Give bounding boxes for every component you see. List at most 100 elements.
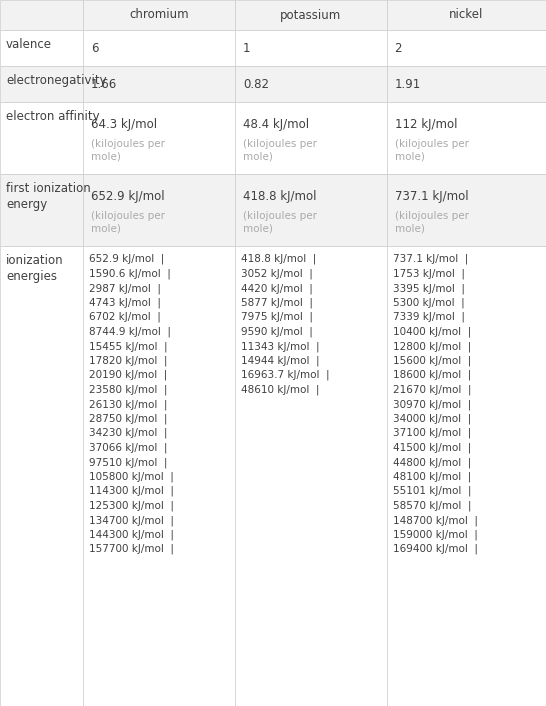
Bar <box>235 102 387 174</box>
Text: 737.1 kJ/mol  |: 737.1 kJ/mol | <box>393 254 468 265</box>
Text: 30970 kJ/mol  |: 30970 kJ/mol | <box>393 399 471 409</box>
Text: 10400 kJ/mol  |: 10400 kJ/mol | <box>393 326 471 337</box>
Text: valence: valence <box>6 38 52 51</box>
Text: 4743 kJ/mol  |: 4743 kJ/mol | <box>89 297 161 308</box>
Text: 7975 kJ/mol  |: 7975 kJ/mol | <box>241 312 313 323</box>
Text: 9590 kJ/mol  |: 9590 kJ/mol | <box>241 326 313 337</box>
Text: 105800 kJ/mol  |: 105800 kJ/mol | <box>89 472 174 482</box>
Text: 1: 1 <box>243 42 250 54</box>
Bar <box>387 102 546 174</box>
Text: 125300 kJ/mol  |: 125300 kJ/mol | <box>89 501 174 511</box>
Bar <box>83 66 235 102</box>
Text: 737.1 kJ/mol: 737.1 kJ/mol <box>395 190 468 203</box>
Bar <box>83 246 235 706</box>
Text: 418.8 kJ/mol  |: 418.8 kJ/mol | <box>241 254 316 265</box>
Text: 5300 kJ/mol  |: 5300 kJ/mol | <box>393 297 464 308</box>
Text: 114300 kJ/mol  |: 114300 kJ/mol | <box>89 486 174 496</box>
Bar <box>0 0 83 30</box>
Text: 16963.7 kJ/mol  |: 16963.7 kJ/mol | <box>241 370 329 381</box>
Text: 28750 kJ/mol  |: 28750 kJ/mol | <box>89 414 168 424</box>
Text: 169400 kJ/mol  |: 169400 kJ/mol | <box>393 544 478 554</box>
Bar <box>387 246 546 706</box>
Text: 21670 kJ/mol  |: 21670 kJ/mol | <box>393 385 471 395</box>
Text: 17820 kJ/mol  |: 17820 kJ/mol | <box>89 356 168 366</box>
Bar <box>235 30 387 66</box>
Text: 97510 kJ/mol  |: 97510 kJ/mol | <box>89 457 168 467</box>
Bar <box>387 174 546 246</box>
Text: ionization
energies: ionization energies <box>6 254 64 283</box>
Bar <box>235 174 387 246</box>
Text: (kilojoules per
mole): (kilojoules per mole) <box>395 140 468 162</box>
Text: 148700 kJ/mol  |: 148700 kJ/mol | <box>393 515 478 525</box>
Text: 37066 kJ/mol  |: 37066 kJ/mol | <box>89 443 168 453</box>
Text: nickel: nickel <box>449 8 483 21</box>
Text: 3395 kJ/mol  |: 3395 kJ/mol | <box>393 283 465 294</box>
Bar <box>235 0 387 30</box>
Text: 1.91: 1.91 <box>395 78 421 90</box>
Text: 41500 kJ/mol  |: 41500 kJ/mol | <box>393 443 471 453</box>
Text: 112 kJ/mol: 112 kJ/mol <box>395 118 457 131</box>
Text: 157700 kJ/mol  |: 157700 kJ/mol | <box>89 544 174 554</box>
Text: potassium: potassium <box>280 8 341 21</box>
Bar <box>235 246 387 706</box>
Text: first ionization
energy: first ionization energy <box>6 182 91 211</box>
Text: 14944 kJ/mol  |: 14944 kJ/mol | <box>241 356 319 366</box>
Text: electronegativity: electronegativity <box>6 74 106 87</box>
Text: 1590.6 kJ/mol  |: 1590.6 kJ/mol | <box>89 268 171 279</box>
Text: 64.3 kJ/mol: 64.3 kJ/mol <box>91 118 157 131</box>
Bar <box>0 30 83 66</box>
Bar <box>387 66 546 102</box>
Text: 6: 6 <box>91 42 98 54</box>
Text: 6702 kJ/mol  |: 6702 kJ/mol | <box>89 312 161 323</box>
Text: (kilojoules per
mole): (kilojoules per mole) <box>243 211 317 234</box>
Text: 15455 kJ/mol  |: 15455 kJ/mol | <box>89 341 168 352</box>
Text: 20190 kJ/mol  |: 20190 kJ/mol | <box>89 370 168 381</box>
Bar <box>387 30 546 66</box>
Text: 1.66: 1.66 <box>91 78 117 90</box>
Text: 652.9 kJ/mol  |: 652.9 kJ/mol | <box>89 254 164 265</box>
Text: 55101 kJ/mol  |: 55101 kJ/mol | <box>393 486 471 496</box>
Text: 0.82: 0.82 <box>243 78 269 90</box>
Bar <box>83 102 235 174</box>
Bar <box>235 66 387 102</box>
Text: 8744.9 kJ/mol  |: 8744.9 kJ/mol | <box>89 326 171 337</box>
Text: 11343 kJ/mol  |: 11343 kJ/mol | <box>241 341 319 352</box>
Text: 48610 kJ/mol  |: 48610 kJ/mol | <box>241 385 319 395</box>
Text: 34230 kJ/mol  |: 34230 kJ/mol | <box>89 428 168 438</box>
Text: 48.4 kJ/mol: 48.4 kJ/mol <box>243 118 309 131</box>
Text: 3052 kJ/mol  |: 3052 kJ/mol | <box>241 268 313 279</box>
Text: (kilojoules per
mole): (kilojoules per mole) <box>91 140 165 162</box>
Text: 58570 kJ/mol  |: 58570 kJ/mol | <box>393 501 471 511</box>
Text: 15600 kJ/mol  |: 15600 kJ/mol | <box>393 356 471 366</box>
Text: chromium: chromium <box>129 8 189 21</box>
Text: 48100 kJ/mol  |: 48100 kJ/mol | <box>393 472 471 482</box>
Text: 144300 kJ/mol  |: 144300 kJ/mol | <box>89 530 174 540</box>
Bar <box>387 0 546 30</box>
Text: (kilojoules per
mole): (kilojoules per mole) <box>243 140 317 162</box>
Text: 134700 kJ/mol  |: 134700 kJ/mol | <box>89 515 174 525</box>
Text: 12800 kJ/mol  |: 12800 kJ/mol | <box>393 341 471 352</box>
Text: electron affinity: electron affinity <box>6 110 99 123</box>
Text: 418.8 kJ/mol: 418.8 kJ/mol <box>243 190 316 203</box>
Text: 1753 kJ/mol  |: 1753 kJ/mol | <box>393 268 465 279</box>
Text: 2987 kJ/mol  |: 2987 kJ/mol | <box>89 283 161 294</box>
Text: (kilojoules per
mole): (kilojoules per mole) <box>91 211 165 234</box>
Bar <box>83 30 235 66</box>
Text: (kilojoules per
mole): (kilojoules per mole) <box>395 211 468 234</box>
Text: 4420 kJ/mol  |: 4420 kJ/mol | <box>241 283 313 294</box>
Bar <box>83 0 235 30</box>
Text: 652.9 kJ/mol: 652.9 kJ/mol <box>91 190 164 203</box>
Text: 5877 kJ/mol  |: 5877 kJ/mol | <box>241 297 313 308</box>
Bar <box>0 102 83 174</box>
Bar <box>83 174 235 246</box>
Text: 34000 kJ/mol  |: 34000 kJ/mol | <box>393 414 471 424</box>
Text: 7339 kJ/mol  |: 7339 kJ/mol | <box>393 312 465 323</box>
Bar <box>0 246 83 706</box>
Text: 18600 kJ/mol  |: 18600 kJ/mol | <box>393 370 471 381</box>
Text: 44800 kJ/mol  |: 44800 kJ/mol | <box>393 457 471 467</box>
Text: 2: 2 <box>395 42 402 54</box>
Text: 159000 kJ/mol  |: 159000 kJ/mol | <box>393 530 477 540</box>
Bar <box>0 174 83 246</box>
Bar <box>0 66 83 102</box>
Text: 26130 kJ/mol  |: 26130 kJ/mol | <box>89 399 168 409</box>
